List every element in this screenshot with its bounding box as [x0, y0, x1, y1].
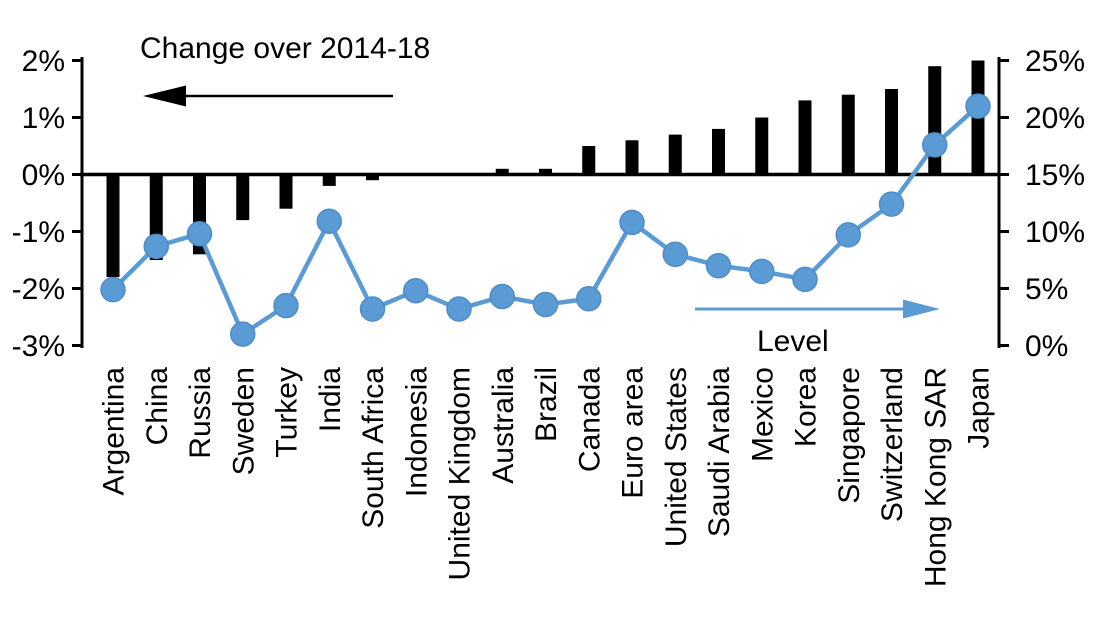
left-axis-tick-label: 0% — [22, 159, 65, 192]
right-axis-tick-label: 5% — [1025, 273, 1068, 306]
bar — [236, 174, 250, 221]
line-marker — [100, 276, 126, 303]
line-marker — [532, 291, 559, 318]
line-marker — [403, 278, 429, 304]
line-marker — [489, 283, 515, 310]
line-marker — [316, 208, 342, 234]
left-axis-tick-label: -1% — [12, 216, 65, 249]
right-axis-tick-label: 15% — [1025, 159, 1085, 192]
bar — [885, 89, 898, 175]
bar — [322, 174, 336, 186]
right-axis-tick-label: 25% — [1025, 45, 1085, 78]
line-marker — [230, 321, 256, 347]
bar — [582, 146, 596, 175]
category-label: Argentina — [98, 367, 131, 496]
category-label: Mexico — [746, 367, 779, 462]
right-axis-tick-label: 20% — [1025, 102, 1085, 135]
bar — [106, 174, 120, 278]
category-label: Hong Kong SAR — [919, 367, 952, 587]
line-marker — [446, 296, 472, 322]
left-axis-tick-label: 2% — [22, 45, 65, 78]
bar — [625, 140, 639, 175]
level-markers — [100, 93, 991, 347]
level-series-label: Level — [757, 325, 829, 358]
bar — [495, 168, 509, 175]
category-label: Brazil — [530, 367, 563, 442]
left-axis-tick-label: -2% — [12, 273, 65, 306]
bar — [366, 174, 379, 181]
bar — [712, 128, 725, 175]
line-marker — [965, 93, 991, 119]
line-marker — [922, 132, 948, 158]
category-label: Russia — [184, 367, 217, 459]
bar — [755, 117, 769, 175]
line-marker — [749, 258, 775, 285]
line-marker — [186, 221, 213, 247]
category-label: Singapore — [833, 367, 866, 504]
line-marker — [662, 241, 688, 268]
category-label: Sweden — [227, 367, 260, 475]
category-label: Japan — [963, 367, 996, 449]
category-label: Indonesia — [400, 367, 433, 497]
category-labels: Argentina China Russia Sweden Turkey India Sou… — [98, 367, 996, 587]
bar — [798, 100, 812, 175]
line-marker — [878, 191, 905, 217]
tick-labels: 2% 1% 0% -1% -2% -3% 25% 20% 15% 10% 5% 0% — [12, 45, 1085, 363]
bar — [841, 94, 855, 175]
category-label: Turkey — [271, 367, 304, 458]
right-axis-tick-label: 10% — [1025, 216, 1085, 249]
category-label: Australia — [487, 367, 520, 484]
line-marker — [705, 252, 732, 279]
change-direction-arrow — [143, 85, 393, 107]
left-axis-tick-label: -3% — [12, 330, 65, 363]
category-label: Euro area — [617, 367, 650, 499]
category-label: Saudi Arabia — [703, 367, 736, 537]
level-direction-arrow — [695, 299, 940, 319]
bar — [539, 168, 552, 175]
line-marker — [619, 209, 645, 236]
bar — [279, 174, 293, 209]
right-axis-tick-label: 0% — [1025, 330, 1068, 363]
bar — [928, 66, 942, 175]
change-series-label: Change over 2014-18 — [140, 32, 431, 65]
left-axis-tick-label: 1% — [22, 102, 65, 135]
line-marker — [835, 222, 861, 248]
line-marker — [576, 286, 602, 312]
category-label: China — [141, 367, 174, 446]
category-label: Korea — [790, 367, 823, 447]
line-marker — [792, 266, 818, 293]
bar — [668, 134, 682, 175]
line-marker — [273, 292, 299, 319]
category-label: India — [314, 367, 347, 432]
category-label: South Africa — [357, 367, 390, 529]
category-label: United Kingdom — [444, 367, 477, 580]
line-marker — [359, 296, 386, 322]
category-label: Canada — [573, 367, 606, 472]
category-label: Switzerland — [876, 367, 909, 522]
line-marker — [143, 233, 169, 260]
category-label: United States — [660, 367, 693, 547]
level-arrow-head — [903, 299, 940, 319]
change-arrow-head — [143, 85, 186, 107]
axes — [72, 57, 1009, 348]
